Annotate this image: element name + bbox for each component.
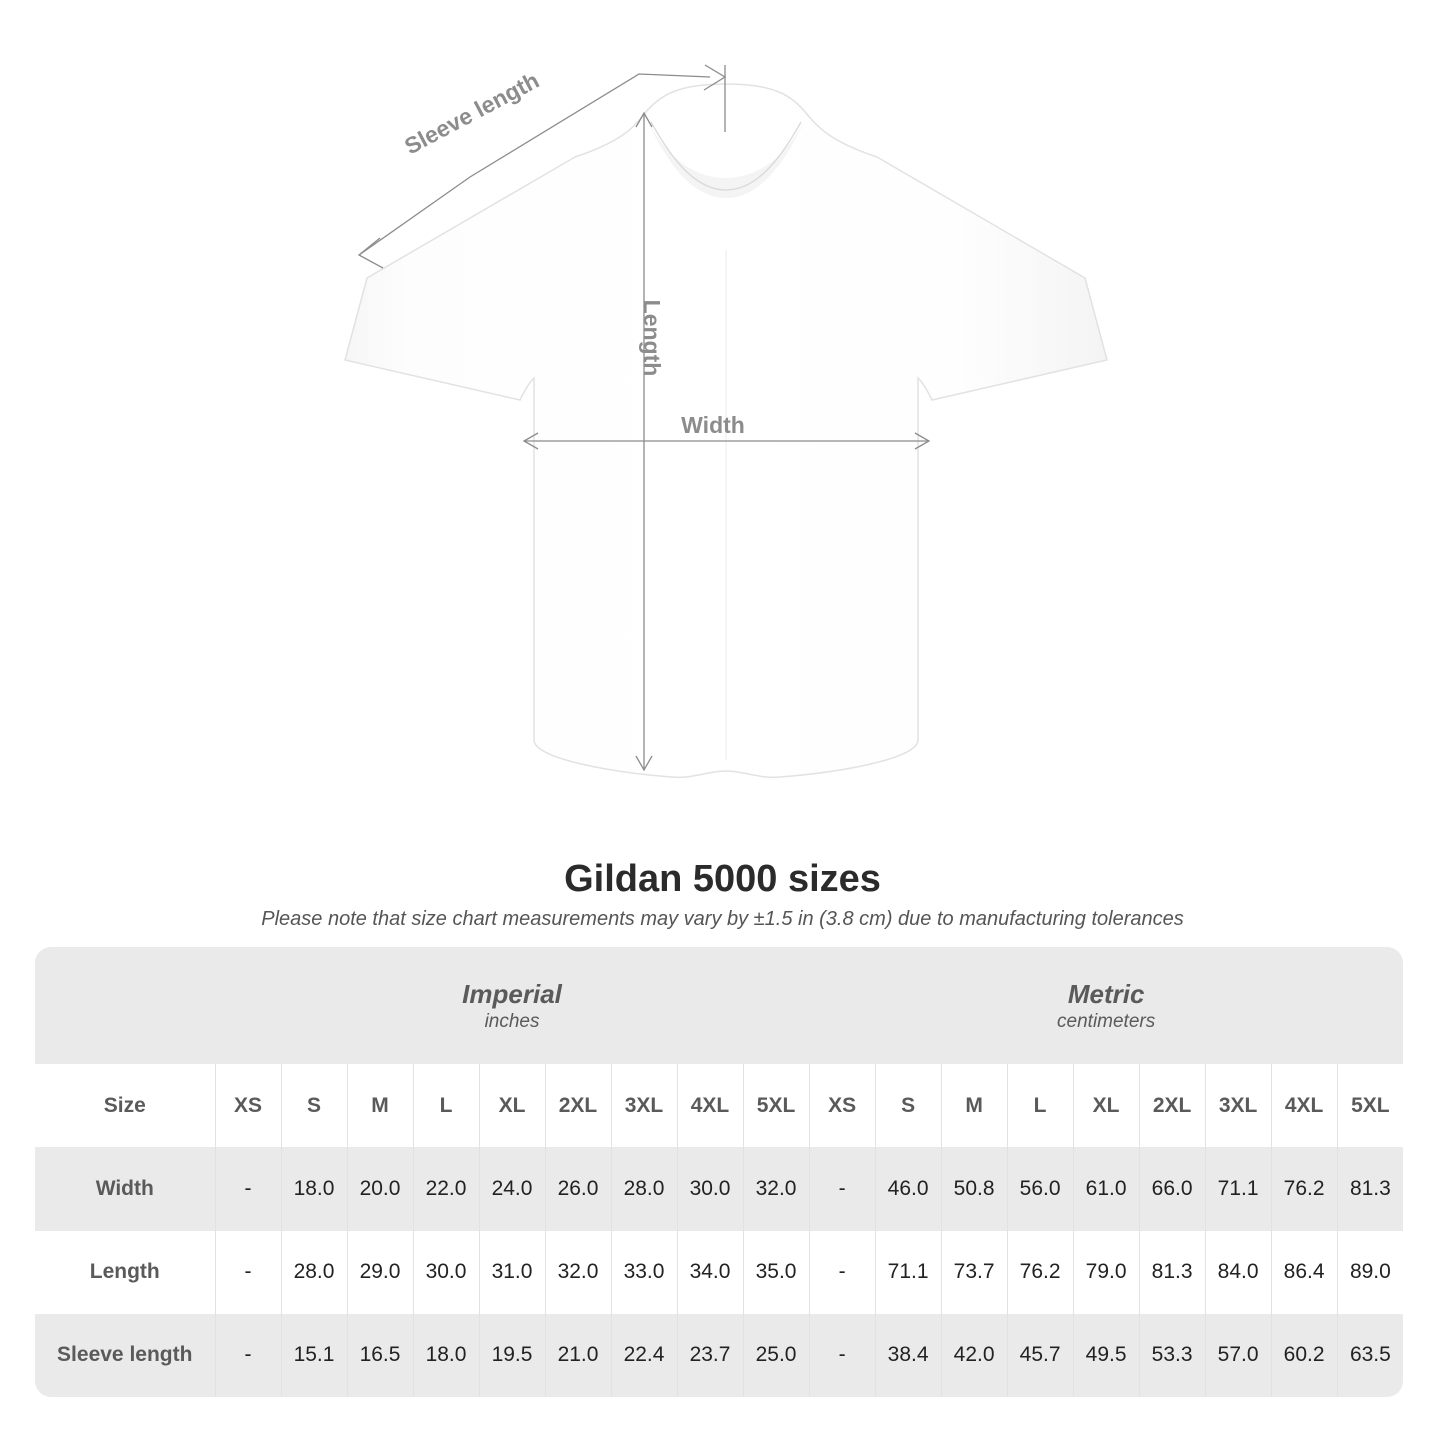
svg-text:Length: Length xyxy=(639,300,665,377)
svg-text:Width: Width xyxy=(681,412,745,438)
